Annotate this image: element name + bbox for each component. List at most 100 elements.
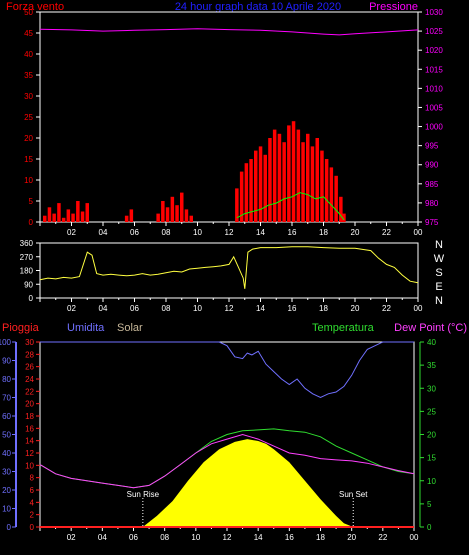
wind-y-tick-label: 10 [24,176,33,185]
humidity-y-tick-label: 30 [2,468,11,477]
solar-area [142,439,354,527]
wind-gust-bar [306,133,310,222]
direction-y-tick-label: 360 [20,239,34,248]
wind-gust-bar [254,150,258,222]
dew-point-label: Dew Point (°C) [394,322,467,334]
temperature-y-tick-label: 30 [427,384,436,393]
wind-y-tick-label: 5 [29,197,34,206]
rain-y-tick-label: 16 [25,424,34,433]
rain-y-tick-label: 26 [25,363,34,372]
wind-gust-bar [282,142,286,222]
wind-gust-bar [61,217,66,222]
compass-label: N [435,239,443,251]
direction-x-tick-label: 10 [193,304,202,313]
rain-label: Pioggia [2,322,40,334]
direction-x-tick-label: 00 [414,304,423,313]
wind-gust-bar [80,211,85,222]
wind-gust-bar [244,163,249,222]
wind-x-tick-label: 18 [319,228,328,237]
pressure-y-tick-label: 975 [425,218,439,227]
wind-y-tick-label: 25 [24,113,33,122]
humidity-label: Umidita [67,322,105,334]
wind-direction-line [39,246,419,289]
wind-y-tick-label: 45 [24,29,33,38]
wind-y-tick-label: 20 [24,134,33,143]
wind-gust-bar [76,201,80,222]
pressure-y-tick-label: 980 [425,199,439,208]
climate-x-tick-label: 18 [316,533,325,542]
humidity-y-tick-label: 60 [2,412,11,421]
wind-y-tick-label: 15 [24,155,33,164]
wind-gust-bar [156,213,160,222]
climate-x-tick-label: 14 [254,533,263,542]
wind-x-tick-label: 00 [414,228,423,237]
direction-x-tick-label: 18 [319,304,328,313]
temperature-y-tick-label: 20 [427,431,436,440]
temperature-y-tick-label: 25 [427,407,436,416]
solar-label: Solar [117,322,143,334]
wind-gust-bar [235,188,239,222]
climate-x-tick-label: 06 [129,533,138,542]
rain-y-tick-label: 14 [25,437,34,446]
humidity-line [40,341,414,399]
wind-gust-bar [189,215,193,222]
dew-point-line [39,433,415,489]
wind-x-tick-label: 20 [351,228,360,237]
wind-y-tick-label: 35 [24,71,33,80]
temperature-y-tick-label: 40 [427,338,436,347]
rain-y-tick-label: 4 [30,498,35,507]
direction-x-tick-label: 06 [130,304,139,313]
temperature-y-tick-label: 35 [427,361,436,370]
rain-y-tick-label: 12 [25,449,34,458]
wind-x-tick-label: 02 [67,228,76,237]
humidity-y-tick-label: 0 [7,523,12,532]
wind-x-tick-label: 06 [130,228,139,237]
temperature-y-tick-label: 15 [427,454,436,463]
wind-gust-bar [263,154,267,222]
compass-label: E [435,281,442,293]
compass-label: W [434,253,445,265]
humidity-y-tick-label: 10 [2,505,11,514]
pressure-y-tick-label: 1015 [425,65,443,74]
wind-gust-bar [129,209,134,222]
wind-gust-bar [180,192,184,222]
pressure-y-tick-label: 1000 [425,123,443,132]
rain-y-tick-label: 20 [25,400,34,409]
compass-label: N [435,295,443,307]
wind-x-tick-label: 22 [382,228,391,237]
sun-set-label: Sun Set [339,490,368,499]
humidity-y-tick-label: 80 [2,375,11,384]
wind-gust-bar [310,146,315,222]
wind-gust-bar [165,207,170,222]
wind-gust-bar [291,121,296,222]
direction-y-tick-label: 270 [20,253,34,262]
wind-y-tick-label: 0 [29,218,34,227]
direction-x-tick-label: 14 [256,304,265,313]
rain-y-tick-label: 28 [25,350,34,359]
wind-gust-bar [287,125,291,222]
compass-label: S [435,267,442,279]
climate-x-tick-label: 08 [160,533,169,542]
wind-gust-bar [124,215,129,222]
wind-gust-bar [296,129,301,222]
wind-gust-bar [249,159,253,222]
climate-x-tick-label: 02 [67,533,76,542]
wind-force-label: Forza vento [6,1,64,13]
rain-y-tick-label: 2 [30,511,35,520]
temperature-y-tick-label: 10 [427,477,436,486]
direction-x-tick-label: 20 [351,304,360,313]
climate-x-tick-label: 16 [285,533,294,542]
wind-gust-bar [175,205,179,222]
wind-gust-bar [329,167,334,222]
wind-gust-bar [85,203,89,222]
wind-gust-bar [43,215,47,222]
climate-x-tick-label: 20 [347,533,356,542]
temperature-y-tick-label: 5 [427,500,432,509]
direction-x-tick-label: 22 [382,304,391,313]
wind-x-tick-label: 16 [288,228,297,237]
pressure-y-tick-label: 1005 [425,103,443,112]
climate-x-tick-label: 22 [378,533,387,542]
temperature-label: Temperatura [312,322,375,334]
